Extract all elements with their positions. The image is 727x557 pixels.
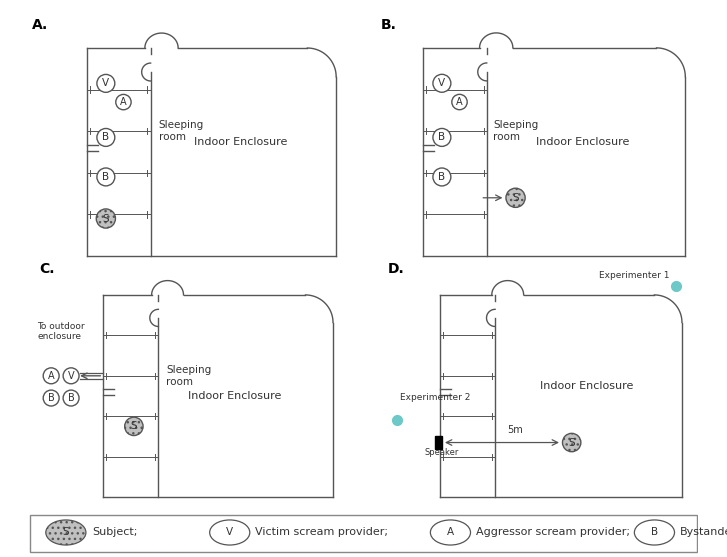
Circle shape (635, 520, 675, 545)
Circle shape (97, 75, 115, 92)
Text: A: A (447, 527, 454, 538)
Circle shape (209, 520, 250, 545)
Text: Indoor Enclosure: Indoor Enclosure (188, 391, 281, 401)
Text: To outdoor
enclosure: To outdoor enclosure (37, 321, 85, 341)
Text: V: V (68, 371, 74, 381)
Text: Sleeping
room: Sleeping room (158, 120, 204, 142)
Circle shape (46, 520, 86, 545)
Circle shape (563, 433, 581, 452)
Circle shape (433, 74, 451, 92)
Text: V: V (226, 527, 233, 538)
Text: Indoor Enclosure: Indoor Enclosure (540, 381, 634, 391)
Text: B: B (103, 133, 110, 143)
Text: S: S (103, 213, 109, 223)
Text: A: A (48, 371, 55, 381)
Bar (435, 436, 442, 449)
Circle shape (433, 168, 451, 186)
Text: B: B (438, 133, 446, 143)
Text: S: S (63, 527, 69, 538)
Text: V: V (438, 79, 446, 89)
Text: B: B (651, 527, 658, 538)
Circle shape (506, 188, 525, 207)
Text: S: S (569, 438, 575, 447)
Text: B: B (103, 172, 110, 182)
Text: S: S (513, 193, 519, 203)
Text: Experimenter 1: Experimenter 1 (599, 271, 670, 280)
Text: Subject;: Subject; (92, 527, 138, 538)
Circle shape (63, 390, 79, 406)
Text: A.: A. (32, 18, 49, 32)
Circle shape (125, 417, 143, 436)
Text: Victim scream provider;: Victim scream provider; (255, 527, 388, 538)
Circle shape (430, 520, 470, 545)
Text: A: A (457, 97, 463, 107)
Circle shape (43, 368, 59, 384)
Circle shape (97, 168, 115, 186)
Circle shape (97, 129, 115, 146)
Circle shape (433, 129, 451, 146)
Text: Indoor Enclosure: Indoor Enclosure (536, 136, 630, 146)
Text: B: B (438, 172, 446, 182)
Text: B: B (48, 393, 55, 403)
Text: B.: B. (381, 18, 397, 32)
Circle shape (116, 94, 131, 110)
Text: Indoor Enclosure: Indoor Enclosure (193, 136, 287, 146)
Text: A: A (120, 97, 126, 107)
Text: B: B (68, 393, 74, 403)
Text: C.: C. (39, 262, 55, 276)
Text: Experimenter 2: Experimenter 2 (400, 393, 470, 402)
FancyBboxPatch shape (31, 515, 696, 552)
Text: 5m: 5m (507, 426, 523, 436)
Text: D.: D. (388, 262, 405, 276)
Text: V: V (103, 79, 110, 89)
Circle shape (43, 390, 59, 406)
Circle shape (63, 368, 79, 384)
Text: Sleeping
room: Sleeping room (166, 365, 212, 387)
Text: Bystander: Bystander (680, 527, 727, 538)
Text: Speaker: Speaker (425, 448, 459, 457)
Text: S: S (131, 421, 137, 431)
Text: Sleeping
room: Sleeping room (493, 120, 539, 142)
Circle shape (451, 94, 467, 110)
Circle shape (96, 209, 116, 228)
Text: Aggressor scream provider;: Aggressor scream provider; (476, 527, 630, 538)
